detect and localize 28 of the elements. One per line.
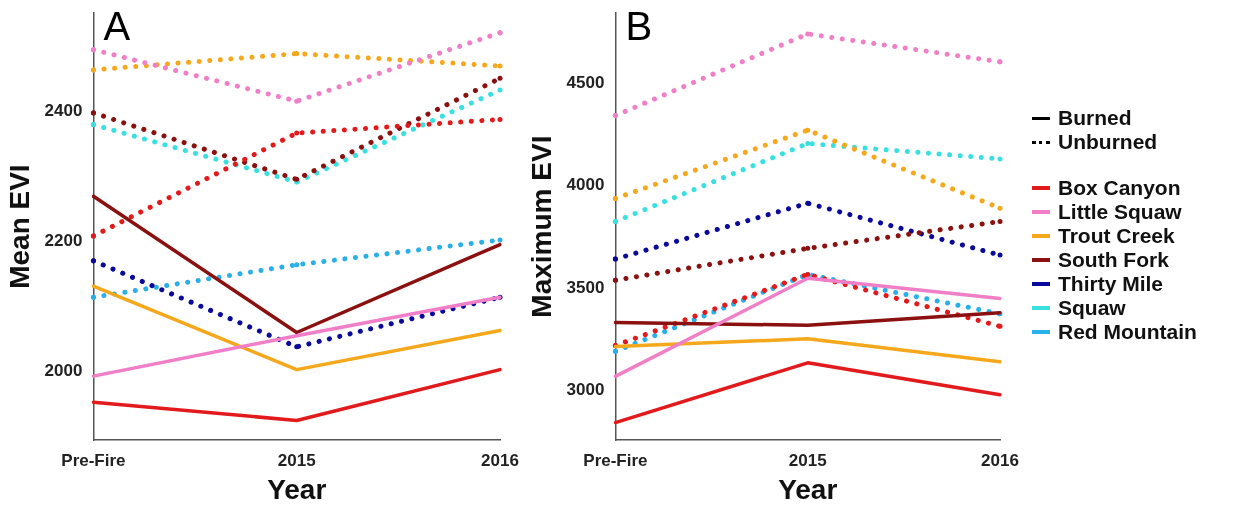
x-tick-label: 2015	[788, 450, 827, 470]
legend-label: Thirty Mile	[1058, 272, 1164, 296]
text: Burned	[1058, 106, 1132, 130]
x-tick-label: Pre-Fire	[583, 450, 648, 470]
x-tick-label: 2015	[277, 450, 316, 470]
legend-label: Squaw	[1058, 296, 1126, 320]
x-axis-title: Year	[267, 473, 327, 505]
legend-label: Red Mountain	[1058, 320, 1197, 344]
y-tick-label: 4000	[566, 175, 605, 195]
text: Unburned	[1058, 130, 1158, 154]
y-tick-label: 2200	[44, 230, 83, 250]
x-tick-label: Pre-Fire	[61, 450, 126, 470]
legend-label: Trout Creek	[1058, 224, 1175, 248]
x-axis-title: Year	[778, 473, 838, 505]
legend-label: Box Canyon	[1058, 176, 1181, 200]
x-tick-label: 2016	[981, 450, 1019, 470]
x-tick-label: 2016	[481, 450, 519, 470]
legend-label: Little Squaw	[1058, 200, 1182, 224]
y-tick-label: 3000	[566, 380, 605, 400]
chart-title: B	[625, 4, 653, 49]
y-tick-label: 3500	[566, 277, 605, 297]
y-axis-title: Mean EVI	[3, 164, 35, 289]
y-tick-label: 2400	[44, 100, 83, 120]
y-tick-label: 4500	[566, 72, 605, 92]
legend-label: South Fork	[1058, 248, 1169, 272]
y-tick-label: 2000	[44, 361, 83, 381]
y-axis-title: Maximum EVI	[525, 135, 557, 318]
chart-title: A	[103, 4, 131, 49]
